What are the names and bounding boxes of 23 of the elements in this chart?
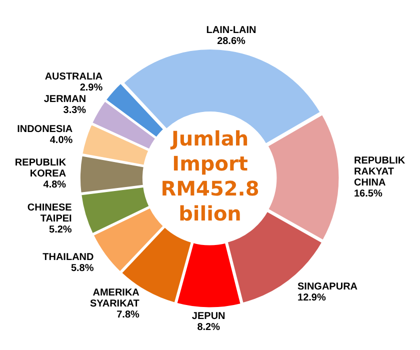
slice-label: JEPUN — [192, 311, 226, 322]
data-label: 12.9% — [298, 292, 326, 304]
data-label: 7.8% — [116, 309, 140, 320]
slice-label: LAIN-LAIN — [206, 24, 256, 36]
slice-label: THAILAND — [42, 252, 94, 264]
slice-label: JERMAN — [44, 94, 86, 105]
slice-label: CHINESE TAIPEI — [27, 202, 72, 224]
text: Jumlah Import RM452.8 bilion — [160, 126, 260, 226]
data-label: 5.2% — [49, 224, 72, 236]
data-label: 5.8% — [70, 263, 94, 274]
data-label: 28.6% — [217, 36, 246, 47]
data-label: 4.8% — [43, 180, 66, 191]
data-label: 8.2% — [197, 322, 220, 334]
slice-label: SINGAPURA — [298, 282, 358, 293]
slice-label: REPUBLIK KOREA — [14, 158, 67, 180]
data-label: 16.5% — [354, 188, 382, 200]
slice-label: REPUBLIK RAKYAT CHINA — [354, 155, 406, 188]
slice-label: AMERIKA SYARIKAT — [90, 287, 140, 310]
data-label: 4.0% — [50, 134, 73, 146]
slice-label: AUSTRALIA — [44, 71, 103, 82]
slice-label: INDONESIA — [17, 124, 73, 135]
data-label: 2.9% — [80, 82, 103, 94]
data-label: 3.3% — [63, 104, 86, 116]
